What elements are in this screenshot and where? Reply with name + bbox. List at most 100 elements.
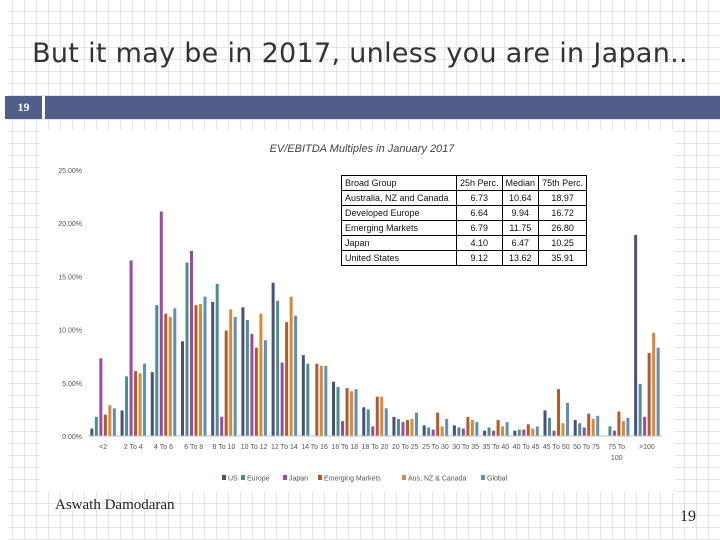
bar (198, 304, 202, 436)
footer-page-number: 19 (680, 508, 696, 525)
bar (647, 353, 651, 436)
y-tick-label: 5.00% (62, 381, 82, 388)
bar (189, 250, 193, 436)
bar (134, 371, 138, 436)
x-tick-label: 12 To 14 (271, 444, 298, 451)
legend-label: Emerging Markets (324, 476, 381, 483)
bar (233, 316, 237, 436)
table-cell: Japan (341, 235, 457, 251)
legend-label: Europe (247, 476, 270, 483)
chart-title: EV/EBITDA Multiples in January 2017 (270, 143, 456, 155)
bar (652, 332, 656, 436)
bar (578, 423, 582, 436)
bar (125, 376, 129, 436)
x-tick-label: 2 To 4 (124, 444, 143, 451)
bar (440, 426, 444, 436)
legend-label: Aus, NZ & Canada (408, 476, 466, 483)
bar (405, 420, 409, 436)
bar (505, 422, 509, 436)
x-tick-label: 6 To 8 (184, 444, 203, 451)
bar (194, 305, 198, 436)
table-cell: 9.12 (456, 250, 503, 266)
bar (324, 365, 328, 436)
bar (552, 430, 556, 436)
bar (159, 211, 163, 436)
bar (492, 430, 496, 436)
bar (224, 330, 228, 436)
bar (315, 363, 319, 436)
table-header-cell: Broad Group (341, 175, 457, 191)
bar (487, 427, 491, 436)
bar (259, 313, 263, 436)
bar (483, 430, 487, 436)
bar (582, 427, 586, 436)
bar (362, 407, 366, 436)
bar (401, 422, 405, 436)
x-tick-label: 30 To 35 (452, 444, 479, 451)
bar (452, 425, 456, 436)
x-tick-label: 40 To 45 (513, 444, 540, 451)
bar (375, 396, 379, 436)
table-cell: 10.25 (538, 235, 588, 251)
bar (150, 372, 154, 436)
bar (164, 313, 168, 436)
bar (656, 347, 660, 436)
bar (445, 418, 449, 436)
bar (263, 340, 267, 436)
bar (410, 418, 414, 436)
legend-swatch (283, 475, 287, 480)
bar (461, 428, 465, 436)
table-cell: Developed Europe (341, 205, 457, 221)
bar (294, 315, 298, 436)
bar (561, 423, 565, 436)
bar (120, 410, 124, 436)
table-row: Australia, NZ and Canada 6.73 10.64 18.9… (341, 190, 588, 206)
bar (475, 422, 479, 436)
bar (557, 389, 561, 436)
bar (143, 363, 147, 436)
bar (517, 429, 521, 436)
bar (531, 428, 535, 436)
bar (254, 347, 258, 436)
bar (380, 396, 384, 436)
bar (566, 403, 570, 436)
bar (245, 320, 249, 436)
bar (422, 425, 426, 436)
bar (587, 413, 591, 436)
bar (129, 260, 133, 436)
bar (621, 421, 625, 436)
bar (90, 428, 94, 436)
bar (112, 408, 116, 436)
bar (280, 362, 284, 436)
legend-label: US (228, 476, 238, 483)
x-tick-label: <2 (99, 444, 107, 451)
y-tick-label: 0.00% (62, 434, 82, 441)
bar (634, 234, 638, 436)
x-tick-label: 75 To 100 (608, 444, 625, 462)
table-header-cell: 75th Perc. (538, 175, 588, 191)
bar (138, 373, 142, 436)
bar-marks (90, 211, 660, 436)
table-cell: 6.47 (501, 235, 540, 251)
table-cell: 9.94 (501, 205, 540, 221)
bar (250, 333, 254, 436)
bar (155, 305, 159, 436)
bar (94, 416, 98, 436)
bar (345, 388, 349, 436)
bar (526, 424, 530, 436)
bar (457, 427, 461, 436)
bar (431, 429, 435, 436)
bar (203, 296, 207, 436)
table-cell: 6.64 (456, 205, 503, 221)
legend-swatch (318, 475, 322, 480)
table-cell: 16.72 (538, 205, 588, 221)
x-tick-label: 16 To 18 (331, 444, 358, 451)
slide-header-bar (45, 96, 720, 119)
slide-title: But it may be in 2017, unless you are in… (32, 38, 688, 69)
table-cell: 6.79 (456, 220, 503, 236)
table-row: Japan 4.10 6.47 10.25 (341, 235, 588, 251)
y-tick-label: 25.00% (58, 168, 82, 175)
table-cell: 4.10 (456, 235, 503, 251)
bar (436, 412, 440, 436)
